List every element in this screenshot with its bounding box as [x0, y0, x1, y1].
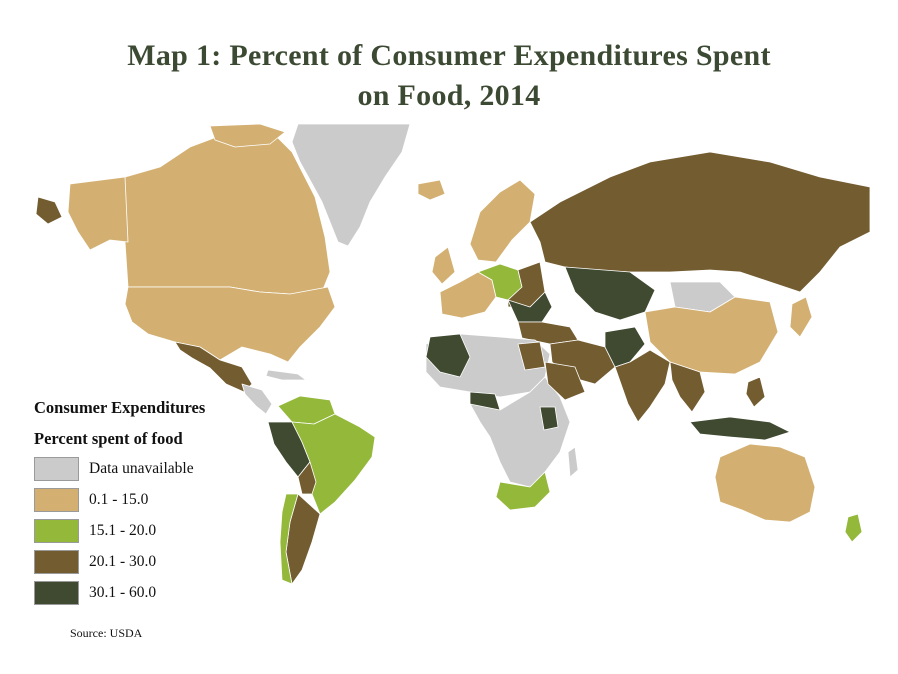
- legend-swatch: [34, 519, 79, 543]
- title-line-1: Map 1: Percent of Consumer Expenditures …: [127, 39, 771, 72]
- world-map: [35, 123, 871, 585]
- title-line-2: on Food, 2014: [357, 79, 541, 112]
- country-uk: [431, 246, 456, 285]
- legend-item-30-60: 30.1 - 60.0: [34, 581, 264, 607]
- legend-swatch: [34, 581, 79, 605]
- country-bolivia: [297, 461, 317, 495]
- country-scandinavia: [469, 179, 536, 263]
- legend-item-15-20: 15.1 - 20.0: [34, 519, 264, 545]
- country-new-zealand: [844, 513, 863, 543]
- country-philippines: [745, 376, 766, 408]
- country-australia: [714, 443, 816, 523]
- legend-label: 15.1 - 20.0: [89, 522, 157, 539]
- legend-heading: Consumer Expenditures: [34, 398, 206, 417]
- country-south-africa: [495, 471, 551, 511]
- country-usa: [124, 286, 336, 363]
- country-kazakhstan: [564, 266, 656, 321]
- country-japan: [789, 296, 813, 338]
- country-africa-central: [469, 376, 571, 488]
- source-note: Source: USDA: [70, 626, 143, 640]
- country-egypt: [517, 341, 546, 371]
- map-legend: Consumer Expenditures Percent spent of f…: [34, 398, 264, 607]
- country-algeria: [425, 333, 471, 378]
- country-central-america: [241, 383, 273, 415]
- country-iceland: [417, 179, 446, 201]
- country-greenland: [291, 123, 411, 247]
- country-chukotka: [35, 196, 63, 225]
- country-madagascar: [567, 446, 579, 478]
- country-saudi-arabia: [544, 361, 586, 401]
- country-indonesia: [689, 416, 791, 441]
- legend-item-0-15: 0.1 - 15.0: [34, 488, 264, 514]
- legend-swatch: [34, 457, 79, 481]
- legend-swatch: [34, 550, 79, 574]
- country-caribbean: [265, 369, 307, 381]
- legend-item-20-30: 20.1 - 30.0: [34, 550, 264, 576]
- legend-swatch: [34, 488, 79, 512]
- map-title: Map 1: Percent of Consumer Expenditures …: [0, 36, 898, 116]
- country-chile: [279, 493, 299, 585]
- legend-item-unavailable: Data unavailable: [34, 457, 264, 483]
- legend-label: Data unavailable: [89, 460, 194, 477]
- country-kenya: [539, 406, 559, 431]
- legend-label: 20.1 - 30.0: [89, 553, 157, 570]
- legend-label: 30.1 - 60.0: [89, 584, 157, 601]
- country-alaska: [67, 176, 129, 251]
- country-southeast-asia: [669, 361, 706, 413]
- legend-subheading: Percent spent of food: [34, 429, 183, 448]
- country-canada-islands: [209, 123, 286, 148]
- legend-label: 0.1 - 15.0: [89, 491, 149, 508]
- country-china: [644, 296, 779, 375]
- country-western-europe: [439, 271, 497, 319]
- country-india: [614, 349, 671, 423]
